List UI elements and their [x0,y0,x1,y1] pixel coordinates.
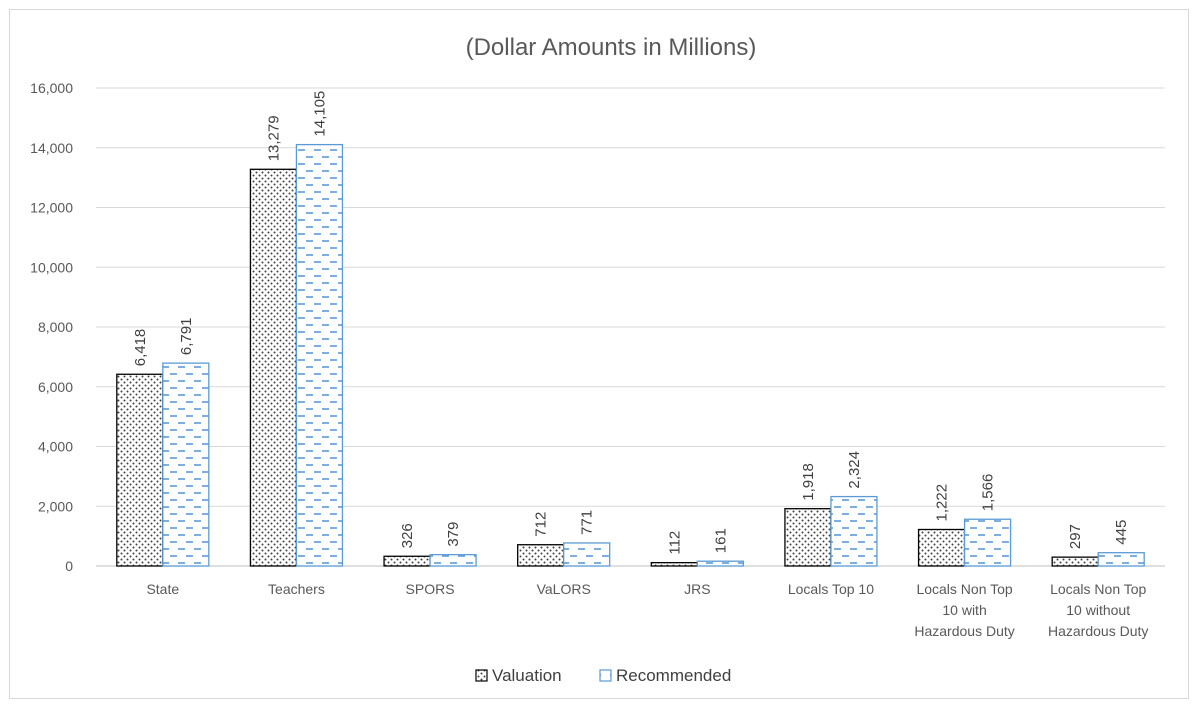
bar-valuation [917,528,966,567]
data-label-recommended: 161 [712,528,729,553]
y-axis-ticks: 0 2,000 4,000 6,000 8,000 10,000 12,000 14,000 1… [30,80,73,574]
y-tick-label: 14,000 [30,140,73,156]
data-label-recommended: 14,105 [311,91,328,137]
y-tick-label: 8,000 [38,319,73,335]
x-tick-label: Hazardous Duty [1048,623,1148,639]
x-tick-label: 10 with [942,602,986,618]
bar-valuation [784,508,832,567]
bar-valuation [249,168,298,567]
bar-recommended [162,362,210,567]
x-tick-label: Hazardous Duty [914,623,1014,639]
bar-recommended [696,560,744,567]
data-label-valuation: 326 [399,523,416,548]
y-tick-label: 4,000 [38,439,73,455]
y-tick-label: 6,000 [38,379,73,395]
bar-recommended [429,554,477,567]
y-tick-label: 10,000 [30,259,73,275]
legend-swatch-recommended [599,669,612,682]
data-label-valuation: 112 [666,531,683,555]
y-tick-label: 12,000 [30,200,73,216]
data-labels: 6,418 6,791 13,279 14,105 326 379 712 771 112 161… [132,91,1130,555]
bar-valuation [1051,556,1099,567]
x-tick-label: Teachers [268,581,325,597]
bar-valuation [116,373,164,567]
data-label-recommended: 445 [1113,520,1130,545]
chart-title: (Dollar Amounts in Millions) [466,34,757,61]
data-label-valuation: 13,279 [265,115,282,161]
x-tick-label: Locals Top 10 [788,581,874,597]
y-tick-label: 0 [65,558,73,574]
data-label-valuation: 1,918 [800,463,817,501]
x-tick-label: Locals Non Top [1050,581,1146,597]
legend-label-recommended: Recommended [616,666,731,685]
data-label-recommended: 1,566 [980,474,997,512]
x-axis-labels: State Teachers SPORS VaLORS JRS Locals Top 10… [146,581,1148,639]
data-label-valuation: 297 [1067,524,1084,549]
x-tick-label: Locals Non Top [916,581,1012,597]
x-tick-label: JRS [684,581,710,597]
legend-swatch-valuation [475,669,488,682]
bar-recommended [1097,552,1145,567]
data-label-recommended: 379 [445,522,462,547]
data-label-valuation: 1,222 [934,484,951,522]
bars [116,143,1145,567]
bar-valuation [650,562,698,567]
bar-recommended [830,495,878,567]
x-tick-label: State [146,581,179,597]
x-tick-label: 10 without [1066,602,1130,618]
bar-valuation [517,544,565,567]
data-label-recommended: 771 [579,510,596,535]
x-tick-label: SPORS [406,581,455,597]
data-label-recommended: 2,324 [846,451,863,489]
bar-recommended [295,143,344,567]
data-label-recommended: 6,791 [178,318,195,356]
bar-valuation [383,555,431,567]
legend: Valuation Recommended [475,666,731,685]
bar-recommended [963,518,1012,567]
y-tick-label: 2,000 [38,498,73,514]
y-tick-label: 16,000 [30,80,73,96]
data-label-valuation: 712 [533,512,550,537]
legend-label-valuation: Valuation [492,666,562,685]
bar-recommended [563,542,611,567]
chart-frame [9,9,1189,699]
data-label-valuation: 6,418 [132,329,149,367]
x-tick-label: VaLORS [537,581,591,597]
